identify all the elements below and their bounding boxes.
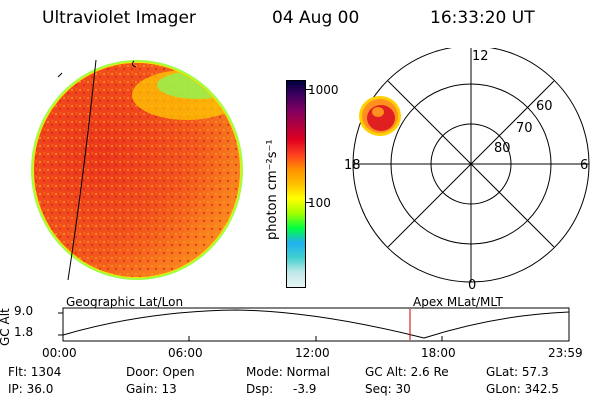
colorbar-tick-100: 100	[308, 196, 331, 210]
timeline-x-tick-0600: 06:00	[168, 346, 203, 360]
mlat-label-80: 80	[494, 141, 511, 156]
mlat-label-70: 70	[516, 121, 533, 136]
uv-earth-image	[31, 59, 243, 281]
instrument-title: Ultraviolet Imager	[42, 8, 196, 28]
info-door: Door: Open	[126, 365, 195, 379]
timeline-right-label: Apex MLat/MLT	[413, 295, 503, 309]
info-gain: Gain: 13	[126, 382, 177, 396]
timeline-y-tick-9: 9.0	[14, 304, 34, 318]
mlt-label-0: 0	[468, 278, 476, 293]
colorbar-unit-label: photon cm⁻²s⁻¹	[265, 139, 280, 240]
auroral-emission	[359, 96, 401, 136]
timeline-x-tick-0000: 00:00	[42, 346, 77, 360]
colorbar	[286, 80, 306, 288]
mlt-label-18: 18	[344, 158, 361, 173]
timeline-x-tick-1200: 12:00	[295, 346, 330, 360]
info-glon: GLon: 342.5	[486, 382, 559, 396]
info-dsp-label: Dsp:	[246, 382, 274, 396]
info-flt: Flt: 1304	[8, 365, 62, 379]
info-dsp-value: -3.9	[293, 382, 317, 396]
info-ip: IP: 36.0	[8, 382, 54, 396]
timeline-y-tick-1-8: 1.8	[14, 325, 34, 339]
mlat-label-60: 60	[536, 99, 553, 114]
info-glat: GLat: 57.3	[486, 365, 549, 379]
mlt-label-12: 12	[472, 49, 489, 64]
polar-mlt-plot: 12 18 6 0 60 70 80	[344, 48, 590, 293]
timeline-left-label: Geographic Lat/Lon	[66, 295, 184, 309]
timeline-x-tick-1800: 18:00	[421, 346, 456, 360]
timeline-y-title: GC Alt	[0, 308, 12, 346]
time-label: 16:33:20 UT	[430, 8, 535, 28]
mlt-label-6: 6	[580, 158, 588, 173]
info-seq: Seq: 30	[365, 382, 411, 396]
timeline-plot	[58, 307, 570, 342]
colorbar-tick-1000: 1000	[308, 83, 339, 97]
date-label: 04 Aug 00	[272, 8, 360, 28]
timeline-x-tick-2359: 23:59	[548, 346, 583, 360]
info-mode: Mode: Normal	[246, 365, 330, 379]
info-gc-alt: GC Alt: 2.6 Re	[365, 365, 449, 379]
